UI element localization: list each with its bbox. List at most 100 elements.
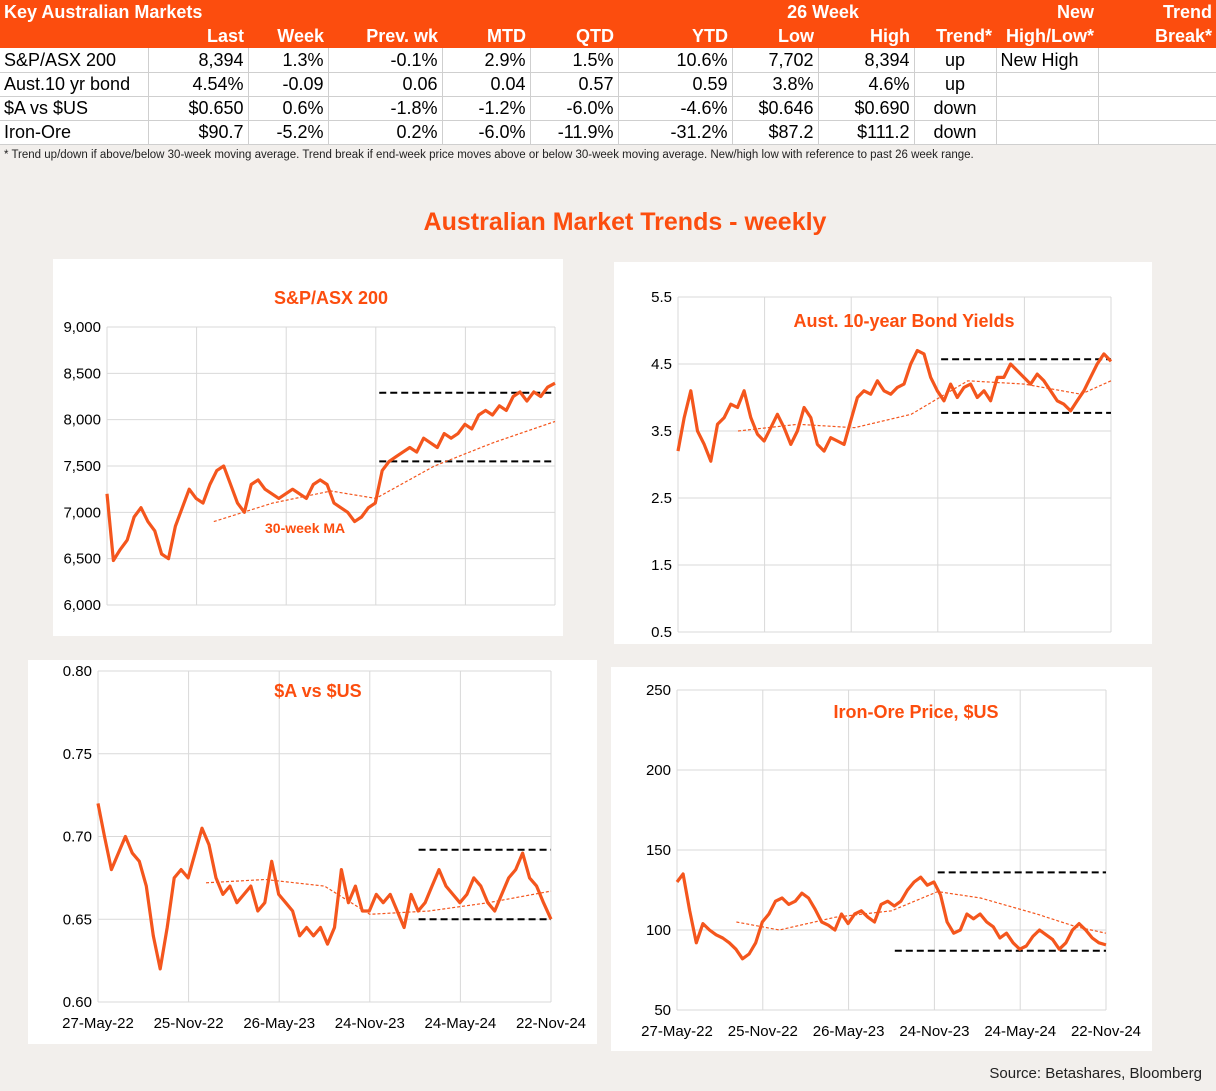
table-cell <box>995 96 1098 121</box>
table-cell: 10.6% <box>617 48 732 73</box>
table-cell: 1.5% <box>529 48 618 73</box>
y-tick-label: 7,500 <box>63 458 101 475</box>
y-tick-label: 6,000 <box>63 597 101 614</box>
table-cell: 0.59 <box>617 72 732 97</box>
x-tick-label: 26-May-23 <box>813 1023 885 1040</box>
x-tick-label: 25-Nov-22 <box>154 1015 224 1032</box>
header-cell: Trend <box>1098 0 1216 24</box>
table-cell: -0.1% <box>327 48 442 73</box>
x-tick-label: 25-Nov-22 <box>728 1023 798 1040</box>
table-cell <box>1097 120 1216 145</box>
y-tick-label: 8,000 <box>63 412 101 429</box>
table-cell: 4.6% <box>817 72 914 97</box>
chart-panel-bond-yields: 5.5 4.5 3.5 2.5 1.5 0.5 Aust. 10-year Bond Yie… <box>614 262 1152 644</box>
header-cell: MTD <box>442 24 530 48</box>
chart-title: Aust. 10-year Bond Yields <box>793 311 1014 331</box>
table-cell: New High <box>995 48 1098 73</box>
y-tick-label: 0.70 <box>63 829 92 846</box>
table-cell: 3.8% <box>731 72 818 97</box>
y-tick-label: 200 <box>646 762 671 779</box>
y-tick-label: 1.5 <box>651 557 672 574</box>
table-cell: Iron-Ore <box>0 120 148 145</box>
x-tick-label: 24-Nov-23 <box>899 1023 969 1040</box>
price-line <box>96 803 553 971</box>
table-cell: -1.2% <box>441 96 530 121</box>
y-tick-label: 2.5 <box>651 490 672 507</box>
moving-average-line <box>737 380 1112 432</box>
table-cell: -5.2% <box>247 120 328 145</box>
header-cell <box>442 0 530 24</box>
table-cell: 0.04 <box>441 72 530 97</box>
moving-average-line <box>736 890 1107 934</box>
chart-title: $A vs $US <box>274 681 361 701</box>
table-cell: 1.3% <box>247 48 328 73</box>
table-cell: -4.6% <box>617 96 732 121</box>
header-cell <box>618 0 732 24</box>
table-cell: $0.646 <box>731 96 818 121</box>
chart-title: Iron-Ore Price, $US <box>833 702 998 722</box>
moving-average-line <box>213 420 556 523</box>
price-line <box>676 348 1113 463</box>
header-cell <box>0 24 148 48</box>
x-tick-label: 27-May-22 <box>641 1023 713 1040</box>
table-row: S&P/ASX 200 8,394 1.3% -0.1% 2.9% 1.5% 1… <box>0 48 1216 73</box>
table-cell <box>995 72 1098 97</box>
header-cell-26-week: 26 Week <box>732 0 914 24</box>
page-title: Australian Market Trends - weekly <box>423 208 827 236</box>
table-cell: $0.650 <box>147 96 248 121</box>
header-cell: Week <box>248 24 328 48</box>
table-cell: $90.7 <box>147 120 248 145</box>
table-cell <box>1097 72 1216 97</box>
y-tick-label: 5.5 <box>651 289 672 306</box>
source-note: Source: Betashares, Bloomberg <box>989 1065 1202 1082</box>
table-cell: down <box>913 120 996 145</box>
table-cell: up <box>913 72 996 97</box>
table-cell: Aust.10 yr bond <box>0 72 148 97</box>
table-cell: $87.2 <box>731 120 818 145</box>
x-tick-label: 24-Nov-23 <box>335 1015 405 1032</box>
table-cell <box>995 120 1098 145</box>
header-cell: High <box>818 24 914 48</box>
header-cell <box>914 0 996 24</box>
header-cell <box>530 0 618 24</box>
chart-iron-ore: 250 200 150 100 50 27-May-22 25-Nov-22 26-May-2… <box>641 682 1141 1040</box>
table-cell: 0.06 <box>327 72 442 97</box>
chart-asx200: 9,000 8,500 8,000 7,500 7,000 6,500 6,000 S&P/A… <box>63 288 556 614</box>
header-cell: YTD <box>618 24 732 48</box>
chart-panel-iron-ore: 250 200 150 100 50 27-May-22 25-Nov-22 26-May-2… <box>611 667 1152 1051</box>
header-cell: Prev. wk <box>328 24 442 48</box>
table-footnote: * Trend up/down if above/below 30-week m… <box>4 149 974 161</box>
chart-panel-aud-usd: 0.80 0.75 0.70 0.65 0.60 27-May-22 25-Nov-22 26… <box>28 660 597 1044</box>
y-tick-label: 9,000 <box>63 319 101 336</box>
table-row: $A vs $US $0.650 0.6% -1.8% -1.2% -6.0% … <box>0 96 1216 121</box>
table-cell: 2.9% <box>441 48 530 73</box>
table-cell: -6.0% <box>441 120 530 145</box>
y-tick-label: 7,000 <box>63 504 101 521</box>
header-cell <box>328 0 442 24</box>
table-row: Aust.10 yr bond 4.54% -0.09 0.06 0.04 0.… <box>0 72 1216 97</box>
table-cell: -6.0% <box>529 96 618 121</box>
price-line <box>675 872 1107 961</box>
header-cell <box>148 0 248 24</box>
chart-panel-asx200: 9,000 8,500 8,000 7,500 7,000 6,500 6,000 S&P/A… <box>53 259 563 636</box>
table-cell: -0.09 <box>247 72 328 97</box>
table-cell: -11.9% <box>529 120 618 145</box>
table-cell: $A vs $US <box>0 96 148 121</box>
table-cell: 8,394 <box>147 48 248 73</box>
table-cell: -31.2% <box>617 120 732 145</box>
header-cell: Low <box>732 24 818 48</box>
x-tick-label: 26-May-23 <box>243 1015 315 1032</box>
header-row-2: Last Week Prev. wk MTD QTD YTD Low High … <box>0 24 1216 48</box>
table-cell: 0.6% <box>247 96 328 121</box>
x-tick-label: 27-May-22 <box>62 1015 134 1032</box>
table-cell: 7,702 <box>731 48 818 73</box>
moving-average-line <box>205 878 552 915</box>
table-cell: up <box>913 48 996 73</box>
x-tick-label: 24-May-24 <box>984 1023 1056 1040</box>
header-cell: New <box>996 0 1098 24</box>
header-cell <box>248 0 328 24</box>
ma-annotation: 30-week MA <box>265 520 345 536</box>
table-cell: -1.8% <box>327 96 442 121</box>
header-cell: Break* <box>1098 24 1216 48</box>
y-tick-label: 0.65 <box>63 911 92 928</box>
